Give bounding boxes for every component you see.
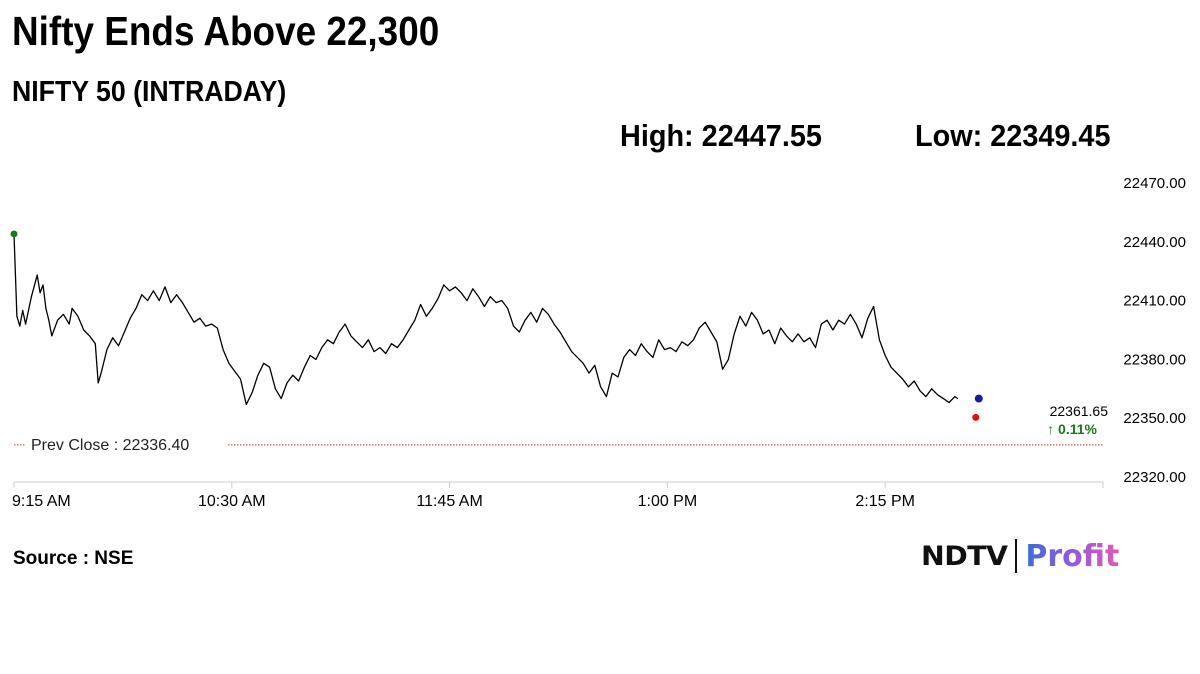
markers: 22361.65 ↑ 0.11% (10, 230, 1109, 437)
source-note: Source : NSE (13, 548, 134, 569)
last-value-label: 22361.65 (1050, 403, 1109, 419)
x-tick-label: 9:15 AM (12, 493, 71, 510)
intraday-line-chart: 22470.00 22440.00 22410.00 22380.00 22350.00… (10, 175, 1186, 510)
close-marker (972, 413, 980, 421)
y-tick-label: 22350.00 (1123, 410, 1186, 427)
brand-logo: NDTV Profit (921, 536, 1119, 576)
x-tick-label: 2:15 PM (855, 493, 915, 510)
y-tick-label: 22470.00 (1123, 175, 1186, 192)
low-value: Low: 22349.45 (915, 118, 1111, 153)
chart-subtitle: NIFTY 50 (INTRADAY) (12, 76, 287, 108)
brand-logo-ndtv: NDTV (921, 540, 1008, 572)
y-tick-label: 22410.00 (1123, 293, 1186, 310)
prev-close-group: Prev Close : 22336.40 (14, 437, 1103, 454)
series-line (13, 233, 959, 406)
y-tick-label: 22320.00 (1123, 469, 1186, 486)
x-tick-label: 10:30 AM (198, 493, 266, 510)
y-tick-label: 22380.00 (1123, 351, 1186, 368)
series-layer (13, 233, 959, 406)
headline: Nifty Ends Above 22,300 (12, 8, 440, 54)
x-tick-label: 11:45 AM (416, 493, 482, 510)
open-marker (10, 230, 18, 238)
brand-logo-profit: Profit (1025, 538, 1120, 574)
x-tick-label: 1:00 PM (638, 493, 698, 510)
last-marker (974, 394, 983, 403)
prev-close-label: Prev Close : 22336.40 (31, 437, 189, 454)
brand-logo-divider (1015, 539, 1018, 573)
y-axis-labels: 22470.00 22440.00 22410.00 22380.00 22350.00… (1123, 175, 1186, 486)
y-tick-label: 22440.00 (1123, 234, 1186, 251)
x-axis: 9:15 AM 10:30 AM 11:45 AM 1:00 PM 2:15 PM (12, 481, 1104, 510)
high-value: High: 22447.55 (620, 118, 822, 153)
change-percent-label: ↑ 0.11% (1047, 421, 1097, 437)
